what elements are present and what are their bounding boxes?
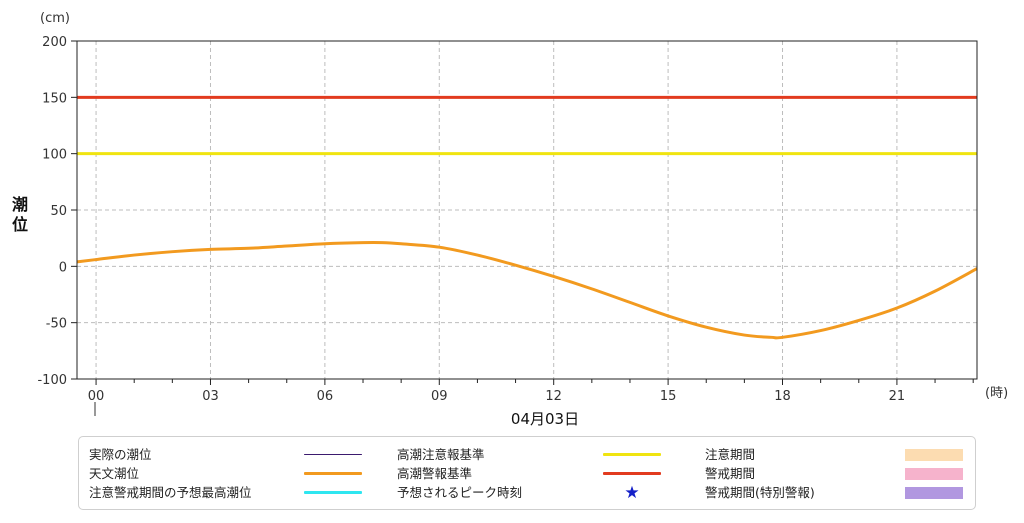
legend-block-swatch bbox=[905, 487, 963, 499]
tide-chart: -100 -50 0 50 100 150 200 00 03 06 09 12 15 18 21 (cm… bbox=[12, 11, 1008, 428]
x-tick-label: 00 bbox=[88, 389, 105, 404]
grid bbox=[77, 41, 977, 379]
legend-label: 高潮注意報基準 bbox=[397, 447, 485, 462]
legend-label: 高潮警報基準 bbox=[397, 466, 473, 481]
legend-item-warning-period: 警戒期間 bbox=[705, 464, 970, 484]
star-icon: ★ bbox=[624, 483, 640, 503]
legend-line-swatch bbox=[603, 453, 661, 456]
y-tick-label: 50 bbox=[50, 204, 67, 219]
legend-item-warning-level: 高潮警報基準 bbox=[397, 464, 667, 484]
legend-label: 注意警戒期間の予想最高潮位 bbox=[89, 485, 252, 500]
legend-line-swatch bbox=[304, 472, 362, 475]
legend-item-special-warning-period: 警戒期間(特別警報) bbox=[705, 483, 970, 503]
legend-line-swatch bbox=[304, 454, 362, 455]
y-axis-ticks: -100 -50 0 50 100 150 200 bbox=[37, 35, 77, 388]
x-tick-label: 03 bbox=[202, 389, 219, 404]
legend-item-observed: 実際の潮位 bbox=[89, 445, 369, 465]
x-tick-label: 21 bbox=[889, 389, 906, 404]
legend-label: 天文潮位 bbox=[89, 466, 140, 481]
y-tick-label: -50 bbox=[46, 317, 67, 332]
y-tick-label: -100 bbox=[37, 373, 67, 388]
x-tick-label: 09 bbox=[431, 389, 448, 404]
y-axis-title-char-1: 潮 bbox=[12, 195, 28, 214]
legend-item-advisory-period: 注意期間 bbox=[705, 445, 970, 465]
y-axis-title-char-2: 位 bbox=[12, 215, 28, 234]
legend-block-swatch bbox=[905, 468, 963, 480]
legend-line-swatch bbox=[304, 491, 362, 494]
series-line-astronomical-tide bbox=[76, 241, 978, 340]
reference-lines bbox=[77, 95, 977, 156]
x-tick-label: 12 bbox=[545, 389, 562, 404]
legend-label: 注意期間 bbox=[705, 447, 756, 462]
y-tick-label: 0 bbox=[59, 260, 67, 275]
legend-line-swatch bbox=[603, 472, 661, 475]
x-tick-label: 15 bbox=[660, 389, 677, 404]
x-tick-label: 18 bbox=[774, 389, 791, 404]
legend-label: 実際の潮位 bbox=[89, 447, 152, 462]
legend-item-peak-time: 予想されるピーク時刻 ★ bbox=[397, 483, 667, 503]
legend-label: 予想されるピーク時刻 bbox=[397, 485, 523, 500]
legend-block-swatch bbox=[905, 449, 963, 461]
date-label: 04月03日 bbox=[511, 410, 579, 428]
y-unit-label: (cm) bbox=[40, 11, 70, 26]
x-tick-label: 06 bbox=[317, 389, 334, 404]
legend-label: 警戒期間 bbox=[705, 466, 756, 481]
series-layer bbox=[76, 241, 978, 340]
legend-label: 警戒期間(特別警報) bbox=[705, 485, 815, 500]
y-tick-label: 150 bbox=[42, 91, 67, 106]
legend-item-astronomical: 天文潮位 bbox=[89, 464, 369, 484]
legend-item-forecast-max: 注意警戒期間の予想最高潮位 bbox=[89, 483, 369, 503]
legend: 実際の潮位 天文潮位 注意警戒期間の予想最高潮位 高潮注意報基準 高潮警報基準 … bbox=[78, 436, 976, 510]
x-unit-label: (時) bbox=[985, 386, 1008, 401]
legend-item-advisory-level: 高潮注意報基準 bbox=[397, 445, 667, 465]
y-tick-label: 100 bbox=[42, 148, 67, 163]
x-axis-ticks: 00 03 06 09 12 15 18 21 bbox=[88, 379, 974, 404]
y-tick-label: 200 bbox=[42, 35, 67, 50]
